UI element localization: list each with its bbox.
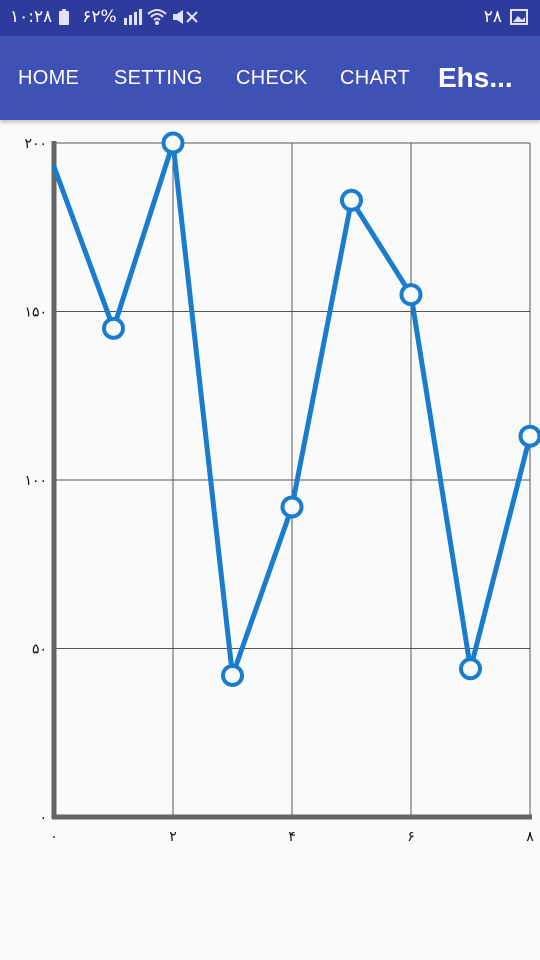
- chart-grid: [53, 142, 531, 818]
- status-time: ۱۰:۲۸: [10, 7, 53, 27]
- x-tick-label-0: ۰: [50, 829, 58, 845]
- chart-tick-labels: ۰ ۵۰ ۱۰۰ ۱۵۰ ۲۰۰ ۰ ۲ ۴ ۶ ۸: [24, 136, 534, 845]
- data-point-0-1: [102, 316, 125, 340]
- y-tick-label-0: ۰: [39, 810, 47, 826]
- data-point-0-4: [280, 495, 304, 519]
- battery-icon: [58, 8, 76, 26]
- battery-percent: ۶۲%: [82, 7, 117, 27]
- wifi-icon: [147, 8, 167, 26]
- chart-series: [51, 131, 540, 687]
- status-bar: ۱۰:۲۸ ۶۲% ۲۸: [0, 0, 540, 36]
- tab-home[interactable]: HOME: [18, 67, 80, 89]
- signal-icon: [123, 8, 142, 26]
- app-bar: HOME SETTING CHECK CHART Ehs...: [0, 36, 540, 120]
- data-point-0-3: [221, 663, 244, 687]
- data-point-0-7: [459, 657, 482, 681]
- x-tick-label-2: ۴: [288, 829, 296, 845]
- status-date-number: ۲۸: [483, 7, 502, 27]
- x-tick-label-1: ۲: [169, 829, 177, 845]
- chart-area: ۰ ۵۰ ۱۰۰ ۱۵۰ ۲۰۰ ۰ ۲ ۴ ۶ ۸: [0, 120, 540, 860]
- y-tick-label-2: ۱۰۰: [24, 473, 47, 489]
- x-tick-label-4: ۸: [526, 829, 534, 845]
- y-tick-label-4: ۲۰۰: [24, 136, 47, 152]
- line-chart: ۰ ۵۰ ۱۰۰ ۱۵۰ ۲۰۰ ۰ ۲ ۴ ۶ ۸: [24, 131, 540, 845]
- data-point-0-8: [518, 424, 540, 448]
- status-left: ۱۰:۲۸ ۶۲%: [10, 7, 198, 27]
- mute-icon: [171, 8, 198, 26]
- tab-chart[interactable]: CHART: [340, 67, 411, 89]
- app-title: Ehs...: [438, 62, 513, 93]
- data-point-0-2: [161, 131, 185, 155]
- y-tick-label-1: ۵۰: [32, 642, 47, 658]
- status-right: ۲۸: [484, 7, 528, 27]
- data-point-0-6: [399, 283, 423, 307]
- data-point-0-5: [340, 188, 363, 212]
- chart-axes: [51, 141, 532, 820]
- tab-check[interactable]: CHECK: [236, 67, 308, 89]
- gallery-icon: [510, 8, 528, 26]
- y-tick-label-3: ۱۵۰: [24, 305, 47, 321]
- tab-setting[interactable]: SETTING: [114, 67, 203, 89]
- x-tick-label-3: ۶: [407, 829, 415, 845]
